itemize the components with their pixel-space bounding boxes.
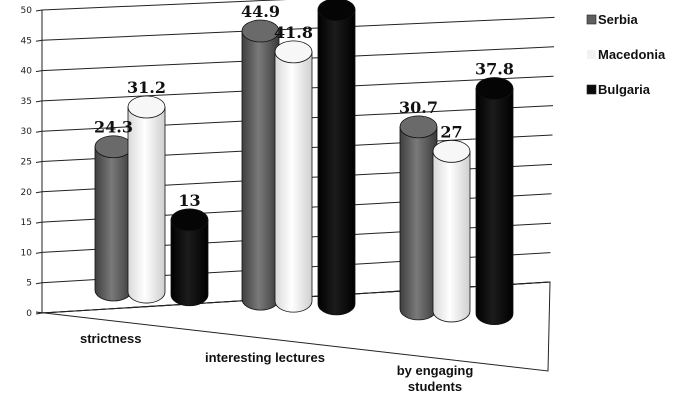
gridline-left <box>35 70 43 73</box>
data-label: 44.9 <box>241 2 280 21</box>
legend: Serbia Macedonia Bulgaria <box>586 12 666 97</box>
legend-swatch <box>586 84 597 95</box>
gridline-left <box>35 221 43 224</box>
x-category-label-line: by engaging <box>397 363 474 378</box>
y-tick-label: 50 <box>21 6 33 16</box>
bar-serbia-2 <box>399 126 438 321</box>
x-category-label: strictness <box>80 331 141 346</box>
bar-top-macedonia-1 <box>274 40 313 64</box>
legend-label: Bulgaria <box>598 82 651 97</box>
bar-top-serbia-2 <box>399 115 438 139</box>
y-tick-label: 5 <box>26 279 32 289</box>
legend-label: Serbia <box>598 12 639 27</box>
bar-macedonia-2 <box>432 150 471 323</box>
bar-macedonia-0 <box>127 106 166 304</box>
data-label: 41.8 <box>274 23 313 42</box>
y-tick-label: 25 <box>21 158 32 168</box>
bar-macedonia-1 <box>274 51 313 313</box>
y-tick-label: 0 <box>26 309 32 319</box>
y-tick-label: 40 <box>21 67 33 77</box>
gridline-left <box>35 251 43 254</box>
data-label: 24.3 <box>94 118 133 137</box>
bar-top-bulgaria-0 <box>170 208 209 232</box>
x-category-label-line: students <box>408 379 462 394</box>
x-axis: strictness interesting lectures by engagin… <box>80 331 473 394</box>
data-label: 31.2 <box>127 78 166 97</box>
bar-top-serbia-1 <box>241 19 280 43</box>
gridline-left <box>35 100 43 103</box>
y-tick-label: 20 <box>21 188 33 198</box>
data-label: 30.7 <box>399 98 438 117</box>
x-category-label: by engaging students <box>397 363 474 394</box>
bar-top-macedonia-2 <box>432 139 471 163</box>
bar-serbia-0 <box>94 146 133 302</box>
gridline-left <box>35 161 43 163</box>
gridline-left <box>35 312 43 315</box>
bars <box>94 0 514 325</box>
y-tick-label: 35 <box>21 97 32 107</box>
data-label: 27 <box>440 122 462 141</box>
bar-bulgaria-0 <box>170 219 209 307</box>
gridline-left <box>35 282 43 285</box>
bar-serbia-1 <box>241 30 280 311</box>
gridline-left <box>35 39 43 42</box>
y-tick-label: 15 <box>21 218 32 228</box>
gridline-left <box>35 130 43 133</box>
legend-label: Macedonia <box>598 47 666 62</box>
y-tick-label: 30 <box>21 127 33 137</box>
y-axis: 0 5 10 15 20 25 30 35 40 45 50 <box>21 6 33 319</box>
x-category-label: interesting lectures <box>205 350 325 365</box>
data-label: 13 <box>178 191 200 210</box>
gridline-left <box>35 191 43 194</box>
bar-top-bulgaria-1 <box>317 0 356 22</box>
y-tick-label: 10 <box>21 248 33 258</box>
gridline-left <box>35 9 43 12</box>
data-label: 37.8 <box>475 60 514 79</box>
gridline <box>41 0 287 11</box>
bar-top-serbia-0 <box>94 135 133 159</box>
bar-bulgaria-1 <box>317 9 356 316</box>
legend-swatch <box>586 14 597 25</box>
y-tick-label: 45 <box>21 36 32 46</box>
bar-top-macedonia-0 <box>127 95 166 119</box>
legend-swatch <box>587 50 596 59</box>
bar-top-bulgaria-2 <box>475 77 514 100</box>
bar-bulgaria-2 <box>475 88 514 325</box>
gridline <box>41 16 555 41</box>
